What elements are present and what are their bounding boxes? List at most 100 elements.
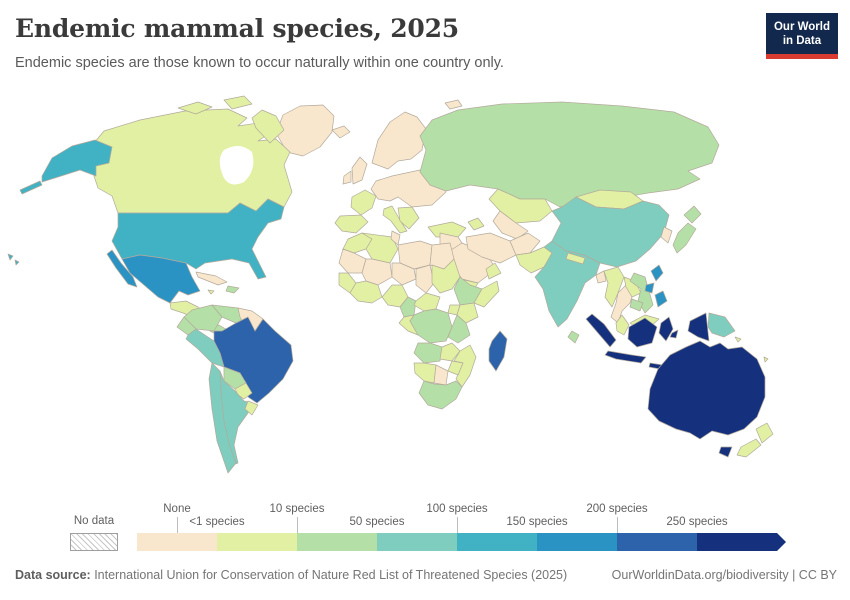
country-turkey[interactable] xyxy=(427,221,467,238)
country-caspian-sea xyxy=(481,212,496,241)
country-malaysia-peninsula[interactable] xyxy=(615,314,630,336)
country-sudan[interactable] xyxy=(431,258,461,294)
country-france[interactable] xyxy=(350,189,377,216)
country-new-zealand-south[interactable] xyxy=(736,438,762,458)
country-indonesia-maluku[interactable] xyxy=(669,329,679,339)
country-united-kingdom[interactable] xyxy=(351,156,368,185)
legend-segment-7[interactable] xyxy=(617,533,697,551)
country-jamaica[interactable] xyxy=(207,289,215,295)
footer-link[interactable]: OurWorldinData.org/biodiversity | CC BY xyxy=(611,568,837,582)
country-somalia[interactable] xyxy=(473,280,500,308)
legend-tick-label-1: None xyxy=(163,503,191,515)
legend-segment-2[interactable] xyxy=(217,533,297,551)
legend-tick-line-1 xyxy=(177,517,178,533)
country-namibia[interactable] xyxy=(413,362,437,384)
legend-tick-label-2: <1 species xyxy=(189,516,245,528)
country-hudson-bay xyxy=(219,145,254,185)
country-ireland[interactable] xyxy=(342,170,352,185)
country-tanzania[interactable] xyxy=(447,314,471,344)
country-iberia[interactable] xyxy=(334,214,369,234)
country-baja-california[interactable] xyxy=(106,249,138,288)
legend-tick-label-6: 150 species xyxy=(506,516,568,528)
country-indonesia-sulawesi[interactable] xyxy=(658,316,674,342)
country-tasmania[interactable] xyxy=(718,446,733,458)
country-caucasus[interactable] xyxy=(467,217,485,231)
country-zambia[interactable] xyxy=(439,342,461,362)
country-aleutians[interactable] xyxy=(19,180,43,195)
country-japan-main[interactable] xyxy=(672,222,697,254)
country-fiji[interactable] xyxy=(763,356,769,363)
country-nepal[interactable] xyxy=(565,252,586,265)
country-australia[interactable] xyxy=(647,340,766,440)
country-cambodia[interactable] xyxy=(629,298,644,312)
legend-tick-label-5: 100 species xyxy=(426,503,488,515)
country-baffin-island[interactable] xyxy=(251,109,285,144)
country-iran[interactable] xyxy=(465,232,517,264)
legend-segment-6[interactable] xyxy=(537,533,617,551)
country-arctic-island-2[interactable] xyxy=(223,95,253,110)
country-philippines-visayas[interactable] xyxy=(644,282,655,294)
country-solomon-islands[interactable] xyxy=(734,336,742,343)
country-balkans[interactable] xyxy=(397,206,420,230)
country-japan-north[interactable] xyxy=(683,205,702,224)
country-indonesia-kalimantan[interactable] xyxy=(627,317,658,348)
country-bangladesh[interactable] xyxy=(595,270,607,284)
legend-tick-label-7: 200 species xyxy=(586,503,648,515)
country-italy[interactable] xyxy=(382,205,408,234)
country-zimbabwe[interactable] xyxy=(447,360,464,376)
country-central-african-republic[interactable] xyxy=(413,292,441,312)
country-philippines-luzon[interactable] xyxy=(650,264,664,282)
country-angola[interactable] xyxy=(413,342,443,364)
legend-segment-3[interactable] xyxy=(297,533,377,551)
country-botswana[interactable] xyxy=(433,364,449,386)
legend-segment-4[interactable] xyxy=(377,533,457,551)
country-cuba[interactable] xyxy=(195,271,228,286)
country-madagascar[interactable] xyxy=(488,330,508,372)
legend-segment-8[interactable] xyxy=(697,533,777,551)
country-scandinavia[interactable] xyxy=(371,111,427,170)
country-iceland[interactable] xyxy=(331,125,351,139)
footer-source-text: International Union for Conservation of … xyxy=(90,568,568,582)
country-vietnam[interactable] xyxy=(629,272,654,314)
country-afghanistan[interactable] xyxy=(509,232,541,256)
country-oman[interactable] xyxy=(485,262,502,280)
no-data-swatch[interactable] xyxy=(70,533,118,551)
country-svalbard[interactable] xyxy=(444,99,463,110)
country-russia[interactable] xyxy=(419,101,720,208)
country-arctic-island-1[interactable] xyxy=(177,101,213,115)
legend-segment-1[interactable] xyxy=(137,533,217,551)
country-hawaii-2[interactable] xyxy=(14,259,20,266)
country-uruguay[interactable] xyxy=(244,400,259,416)
country-new-zealand-north[interactable] xyxy=(755,422,774,444)
country-indonesia-sumatra[interactable] xyxy=(585,313,617,348)
country-indonesia-java[interactable] xyxy=(604,350,647,364)
country-mexico[interactable] xyxy=(121,254,201,304)
no-data-label: No data xyxy=(73,515,115,527)
country-myanmar[interactable] xyxy=(603,266,625,308)
country-indonesia-west-papua[interactable] xyxy=(687,312,710,342)
country-cameroon[interactable] xyxy=(399,296,417,318)
country-philippines-mindanao[interactable] xyxy=(654,290,668,308)
footer-source: Data source: International Union for Con… xyxy=(15,568,567,582)
world-choropleth-map[interactable] xyxy=(0,95,850,495)
legend-segment-5[interactable] xyxy=(457,533,537,551)
legend-arrow-tip xyxy=(777,533,786,551)
legend-tick-line-5 xyxy=(457,517,458,533)
country-hawaii[interactable] xyxy=(7,253,14,261)
country-dr-congo[interactable] xyxy=(409,308,453,344)
country-korea[interactable] xyxy=(660,226,673,244)
owid-logo[interactable]: Our World in Data xyxy=(765,13,838,59)
country-south-africa[interactable] xyxy=(418,380,463,410)
country-chile[interactable] xyxy=(208,362,237,474)
owid-logo-line2: in Data xyxy=(782,35,822,48)
country-mauritania[interactable] xyxy=(338,248,367,274)
page-subtitle: Endemic species are those known to occur… xyxy=(15,55,504,71)
country-black-sea xyxy=(438,208,468,221)
country-chad[interactable] xyxy=(415,264,435,294)
country-sri-lanka[interactable] xyxy=(567,330,580,344)
country-alaska[interactable] xyxy=(41,139,113,183)
country-west-africa-coast[interactable] xyxy=(349,280,383,304)
country-hispaniola[interactable] xyxy=(225,285,240,294)
legend-tick-line-7 xyxy=(617,517,618,533)
country-papua-new-guinea[interactable] xyxy=(707,312,736,338)
